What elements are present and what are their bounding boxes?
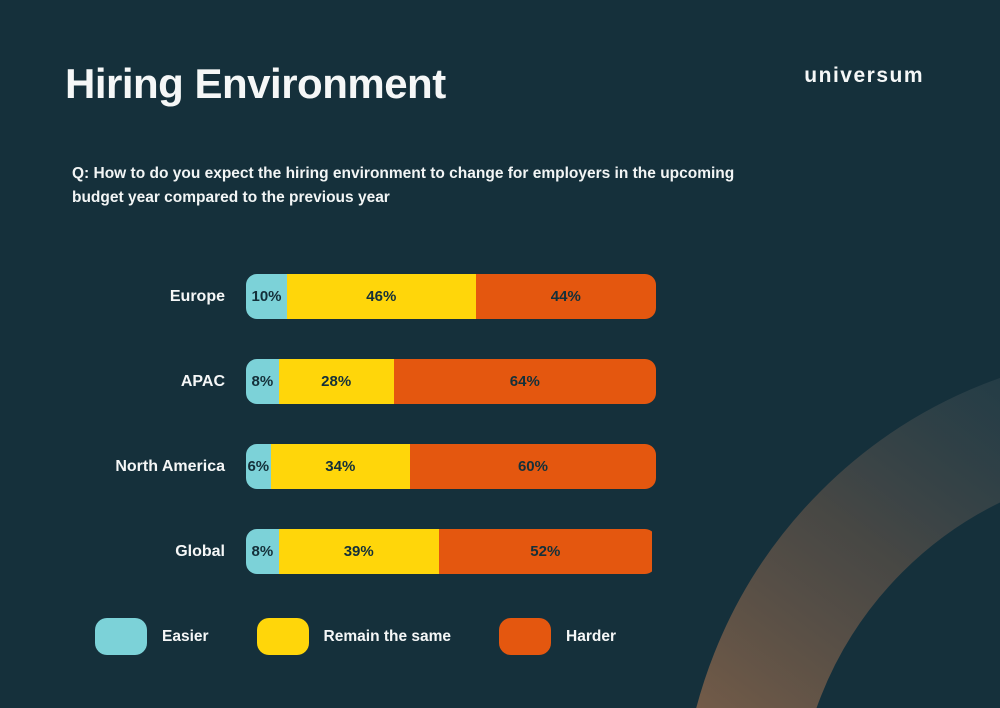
- bar-segment-easier: 8%: [246, 529, 279, 574]
- segment-value: 64%: [509, 373, 540, 390]
- legend-label-easier: Easier: [162, 627, 209, 645]
- legend-swatch-remain-same: [256, 618, 309, 655]
- category-label-europe: Europe: [169, 287, 225, 305]
- survey-question: Q: How to do you expect the hiring envir…: [72, 165, 735, 207]
- legend-label-harder: Harder: [566, 627, 617, 645]
- bar-row-europe: Europe 10% 46% 44%: [70, 274, 656, 319]
- legend-swatch-easier: [95, 618, 147, 655]
- segment-value: 28%: [321, 373, 352, 390]
- bar-segment-remain-same: 28%: [278, 359, 394, 404]
- category-label-north-america: North America: [115, 457, 225, 475]
- bar-row-north-america: North America 6% 34% 60%: [70, 444, 656, 489]
- segment-value: 44%: [550, 288, 581, 305]
- stacked-bar-apac: 8% 28% 64%: [246, 359, 656, 404]
- segment-value: 8%: [251, 543, 274, 560]
- legend-item-easier: Easier: [95, 618, 209, 655]
- stacked-bar-global: 8% 39% 52%: [246, 529, 656, 574]
- segment-value: 60%: [517, 458, 548, 475]
- segment-value: 39%: [343, 543, 374, 560]
- segment-value: 46%: [366, 288, 397, 305]
- segment-value: 52%: [530, 543, 561, 560]
- bar-segment-remain-same: 34%: [270, 444, 410, 489]
- segment-value: 8%: [251, 373, 274, 390]
- bar-segment-harder: 52%: [438, 529, 652, 574]
- segment-value: 10%: [251, 288, 282, 305]
- stacked-bar-north-america: 6% 34% 60%: [246, 444, 656, 489]
- legend-label-remain-same: Remain the same: [323, 627, 452, 645]
- bar-segment-remain-same: 39%: [278, 529, 439, 574]
- bar-segment-harder: 44%: [475, 274, 656, 319]
- page-title: Hiring Environment: [65, 60, 446, 107]
- universum-logo: universum: [804, 64, 924, 87]
- stacked-bar-chart: Europe 10% 46% 44% APAC 8% 28% 64% North…: [70, 274, 656, 614]
- bar-segment-harder: 60%: [409, 444, 656, 489]
- category-label-global: Global: [175, 542, 225, 560]
- stacked-bar-europe: 10% 46% 44%: [246, 274, 656, 319]
- bar-segment-easier: 8%: [246, 359, 279, 404]
- bar-row-apac: APAC 8% 28% 64%: [70, 359, 656, 404]
- segment-value: 34%: [325, 458, 356, 475]
- bar-row-global: Global 8% 39% 52%: [70, 529, 656, 574]
- legend-swatch-harder: [499, 618, 552, 655]
- bar-segment-remain-same: 46%: [287, 274, 476, 319]
- segment-value: 6%: [247, 458, 270, 475]
- legend-item-harder: Harder: [499, 618, 616, 655]
- legend-item-remain-same: Remain the same: [256, 618, 452, 655]
- bar-segment-harder: 64%: [393, 359, 656, 404]
- bar-segment-easier: 6%: [246, 444, 271, 489]
- legend: Easier Remain the same Harder: [95, 618, 616, 655]
- category-label-apac: APAC: [180, 372, 225, 390]
- bar-segment-easier: 10%: [246, 274, 287, 319]
